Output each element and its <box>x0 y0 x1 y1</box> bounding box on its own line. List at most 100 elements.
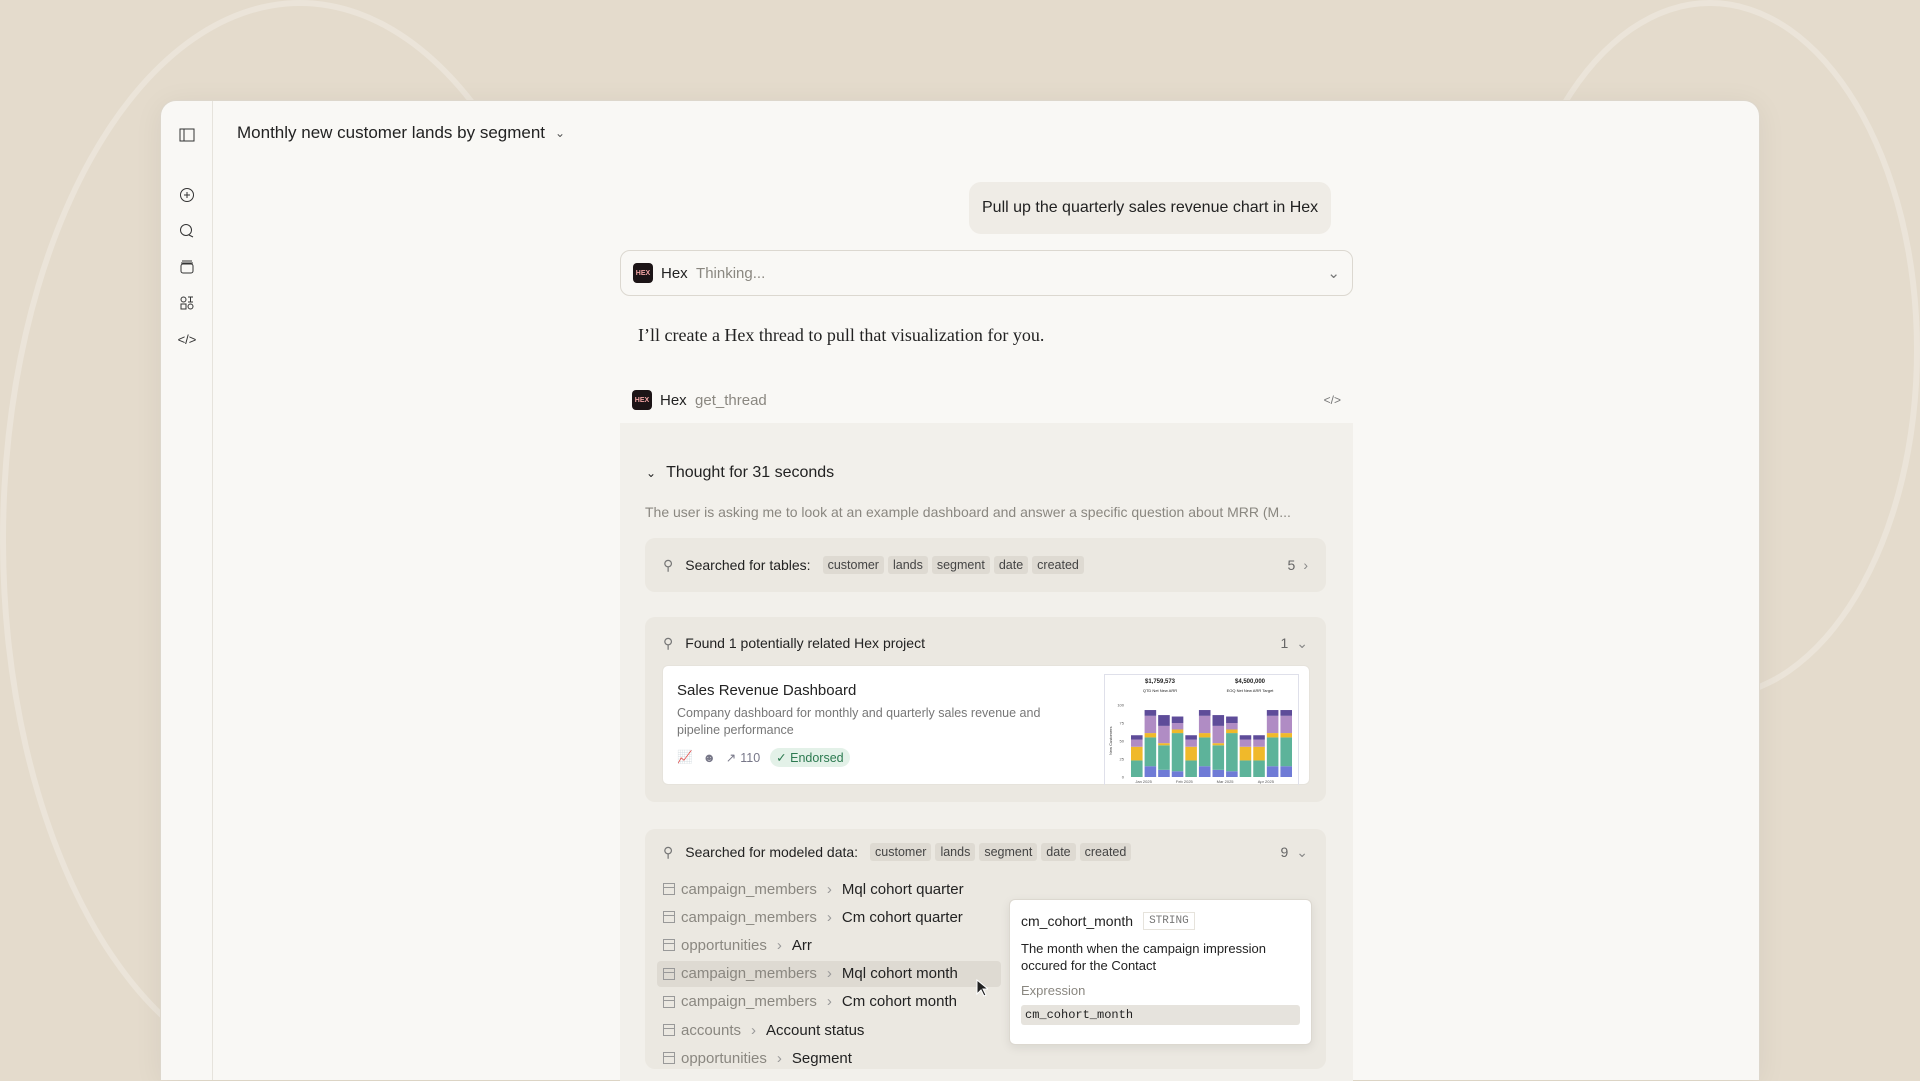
expression-label: Expression <box>1021 983 1086 998</box>
chevron-right-icon: › <box>776 936 782 954</box>
chip: segment <box>931 556 990 574</box>
y-tick-label: 0 <box>1122 775 1125 780</box>
bar-segment <box>1212 725 1225 744</box>
found-header[interactable]: ⚲ Found 1 potentially related Hex projec… <box>645 617 1326 669</box>
chip: lands <box>935 843 976 861</box>
field-name: Cm cohort quarter <box>841 908 963 926</box>
bar-segment <box>1280 733 1292 738</box>
hex-logo: HEX <box>633 263 653 283</box>
bar-segment <box>1144 733 1157 738</box>
chevron-right-icon: › <box>826 965 832 983</box>
field-tooltip: cm_cohort_month STRING The month when the… <box>1009 899 1312 1045</box>
code-icon[interactable]: </> <box>1323 393 1341 407</box>
chevron-right-icon: › <box>751 1021 757 1039</box>
chevron-down-icon: ⌄ <box>555 126 566 140</box>
endorsed-badge: ✓ Endorsed <box>770 748 850 767</box>
bar-segment <box>1158 743 1170 746</box>
chip: created <box>1032 556 1084 574</box>
bar-segment <box>1171 733 1184 772</box>
chevron-down-icon: ⌄ <box>1296 843 1308 860</box>
search-icon: ⚲ <box>663 556 674 573</box>
chip: created <box>1079 843 1132 861</box>
thinking-box[interactable]: HEX Hex Thinking... ⌄ <box>620 250 1353 296</box>
bar-segment <box>1185 735 1197 740</box>
chevron-down-icon[interactable]: ⌄ <box>1327 265 1340 282</box>
y-axis-label: New Customers <box>1108 727 1113 755</box>
field-description: The month when the campaign impression o… <box>1021 941 1266 973</box>
modeled-data-row[interactable]: opportunities › Arr <box>657 932 818 958</box>
hex-logo: HEX <box>632 390 652 410</box>
project-card[interactable]: Sales Revenue Dashboard Company dashboar… <box>662 665 1310 785</box>
bar-segment <box>1185 760 1197 777</box>
bar-segment <box>1239 760 1252 777</box>
badge-label: Endorsed <box>790 751 844 765</box>
y-tick-label: 25 <box>1120 757 1125 762</box>
search-icon: ⚲ <box>663 843 674 860</box>
thought-toggle[interactable]: ⌄ Thought for 31 seconds <box>646 464 834 482</box>
bar-segment <box>1239 746 1252 761</box>
kpi-label: QTD Net New ARR <box>1142 688 1178 693</box>
table-icon <box>663 1024 675 1036</box>
chevron-right-icon: › <box>826 908 832 926</box>
mouse-cursor <box>976 978 990 1002</box>
bar-segment <box>1131 746 1143 761</box>
modeled-header[interactable]: ⚲ Searched for modeled data: customer lan… <box>645 829 1326 875</box>
bar-segment <box>1144 766 1157 777</box>
user-message: Pull up the quarterly sales revenue char… <box>969 182 1332 234</box>
chevron-down-icon: ⌄ <box>646 466 657 480</box>
modeled-data-row[interactable]: opportunities › Segment <box>657 1045 858 1071</box>
code-icon[interactable]: </> <box>177 331 197 347</box>
bar-segment <box>1212 745 1225 770</box>
expression-code: cm_cohort_month <box>1021 1005 1300 1025</box>
y-tick-label: 50 <box>1120 739 1125 744</box>
tool-name: get_thread <box>695 391 767 409</box>
search-tables-label: Searched for tables: <box>685 557 811 573</box>
assistant-response: I’ll create a Hex thread to pull that vi… <box>638 325 1045 345</box>
modeled-data-row[interactable]: campaign_members › Cm cohort month <box>657 989 963 1015</box>
table-name: campaign_members <box>681 965 817 983</box>
search-icon: ⚲ <box>663 634 674 651</box>
chats-icon[interactable] <box>177 221 197 241</box>
bar-segment <box>1280 710 1292 716</box>
project-thumbnail: $1,759,573 QTD Net New ARR $4,500,000 EO… <box>1104 674 1299 785</box>
x-tick-label: Mar 2025 <box>1217 779 1235 784</box>
app-name: Hex <box>661 264 688 282</box>
chip: customer <box>822 556 884 574</box>
field-name: cm_cohort_month <box>1021 913 1134 929</box>
y-tick-label: 75 <box>1120 721 1125 726</box>
thought-summary: The user is asking me to look at an exam… <box>645 504 1291 520</box>
x-tick-label: Feb 2025 <box>1176 779 1194 784</box>
integrations-icon[interactable] <box>177 293 197 313</box>
chip: segment <box>979 843 1038 861</box>
bar-segment <box>1253 746 1265 761</box>
kpi-value: $4,500,000 <box>1234 679 1266 685</box>
bar-segment <box>1185 739 1197 747</box>
chip: lands <box>887 556 928 574</box>
modeled-data-row[interactable]: campaign_members › Mql cohort month <box>657 960 1001 987</box>
thought-label: Thought for 31 seconds <box>666 464 835 481</box>
field-name: Segment <box>791 1049 852 1067</box>
bar-segment <box>1212 715 1225 726</box>
sidebar: </> <box>161 101 213 1080</box>
modeled-data-row[interactable]: campaign_members › Mql cohort quarter <box>657 876 970 902</box>
sidebar-toggle-icon[interactable] <box>177 125 197 145</box>
bar-segment <box>1253 739 1265 747</box>
bar-segment <box>1239 739 1252 747</box>
view-count: 110 <box>740 750 761 765</box>
thread-title[interactable]: Monthly new customer lands by segment ⌄ <box>237 123 565 143</box>
new-chat-icon[interactable] <box>177 185 197 205</box>
field-type-badge: STRING <box>1143 912 1195 930</box>
field-name: Mql cohort quarter <box>841 880 964 898</box>
bar-segment <box>1266 766 1279 777</box>
modeled-data-row[interactable]: campaign_members › Cm cohort quarter <box>657 904 969 930</box>
bar-segment <box>1171 723 1184 730</box>
bar-segment <box>1226 716 1238 723</box>
search-tables-card[interactable]: ⚲ Searched for tables: customer lands segm… <box>645 538 1326 592</box>
y-tick-label: 100 <box>1117 703 1124 708</box>
bar-segment <box>1280 766 1292 777</box>
table-icon <box>663 1052 675 1065</box>
projects-icon[interactable] <box>177 257 197 277</box>
modeled-data-row[interactable]: accounts › Account status <box>657 1017 870 1043</box>
bar-segment <box>1266 737 1279 767</box>
bar-segment <box>1212 769 1225 777</box>
